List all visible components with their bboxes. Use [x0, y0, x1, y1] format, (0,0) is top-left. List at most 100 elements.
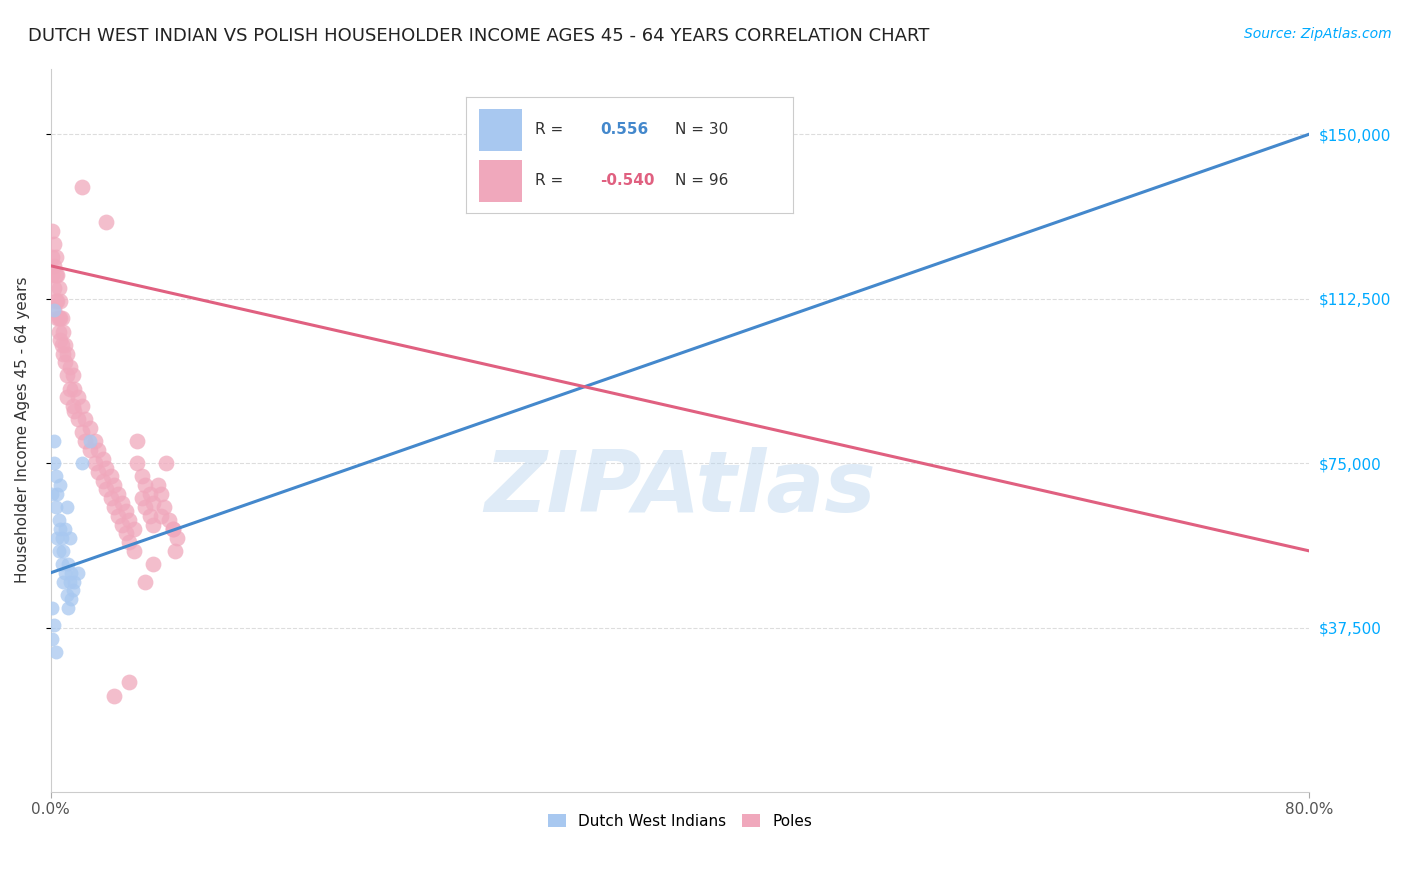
Point — [52, 544, 75, 558]
Point — [41, 224, 63, 238]
Point — [55, 500, 77, 514]
Point — [107, 508, 129, 523]
Point — [100, 491, 122, 506]
Point — [115, 504, 138, 518]
Point — [94, 483, 117, 497]
Point — [91, 451, 114, 466]
Point — [59, 574, 82, 589]
Point — [79, 434, 101, 449]
Point — [118, 675, 141, 690]
Point — [115, 526, 138, 541]
Point — [49, 311, 72, 326]
Point — [41, 632, 63, 646]
Point — [165, 544, 187, 558]
Point — [45, 469, 67, 483]
Point — [45, 250, 67, 264]
Point — [41, 268, 63, 282]
Point — [155, 456, 177, 470]
Point — [103, 478, 125, 492]
Point — [51, 337, 73, 351]
Point — [42, 302, 65, 317]
Point — [162, 522, 184, 536]
Point — [55, 390, 77, 404]
Point — [166, 531, 188, 545]
Point — [142, 495, 165, 509]
Point — [79, 442, 101, 457]
Point — [52, 325, 75, 339]
Point — [153, 500, 176, 514]
Point — [149, 508, 172, 523]
Point — [134, 500, 156, 514]
Point — [46, 293, 69, 308]
Point — [66, 566, 89, 580]
Point — [49, 293, 72, 308]
Point — [134, 574, 156, 589]
Point — [139, 508, 162, 523]
Point — [48, 325, 70, 339]
Point — [157, 513, 180, 527]
Point — [142, 517, 165, 532]
Point — [42, 281, 65, 295]
Point — [139, 487, 162, 501]
Point — [72, 399, 94, 413]
Point — [146, 478, 169, 492]
Point — [48, 513, 70, 527]
Point — [63, 574, 86, 589]
Point — [42, 456, 65, 470]
Point — [45, 268, 67, 282]
Point — [75, 434, 97, 449]
Point — [118, 535, 141, 549]
Point — [94, 460, 117, 475]
Point — [42, 259, 65, 273]
Point — [48, 544, 70, 558]
Point — [59, 531, 82, 545]
Point — [55, 368, 77, 383]
Point — [87, 465, 110, 479]
Point — [46, 268, 69, 282]
Point — [45, 500, 67, 514]
Point — [51, 557, 73, 571]
Point — [66, 412, 89, 426]
Point — [63, 403, 86, 417]
Point — [46, 311, 69, 326]
Point — [53, 566, 76, 580]
Point — [162, 522, 184, 536]
Point — [60, 592, 83, 607]
Point — [45, 645, 67, 659]
Point — [131, 491, 153, 506]
Text: DUTCH WEST INDIAN VS POLISH HOUSEHOLDER INCOME AGES 45 - 64 YEARS CORRELATION CH: DUTCH WEST INDIAN VS POLISH HOUSEHOLDER … — [28, 27, 929, 45]
Point — [72, 425, 94, 440]
Point — [59, 359, 82, 374]
Point — [48, 281, 70, 295]
Point — [142, 557, 165, 571]
Point — [100, 469, 122, 483]
Text: ZIPAtlas: ZIPAtlas — [484, 447, 876, 530]
Point — [94, 215, 117, 229]
Point — [122, 522, 145, 536]
Point — [122, 544, 145, 558]
Point — [41, 600, 63, 615]
Point — [118, 513, 141, 527]
Point — [134, 478, 156, 492]
Point — [131, 469, 153, 483]
Point — [62, 368, 84, 383]
Point — [79, 421, 101, 435]
Point — [42, 618, 65, 632]
Point — [66, 390, 89, 404]
Point — [59, 382, 82, 396]
Legend: Dutch West Indians, Poles: Dutch West Indians, Poles — [541, 807, 818, 835]
Point — [49, 522, 72, 536]
Point — [63, 382, 86, 396]
Text: Source: ZipAtlas.com: Source: ZipAtlas.com — [1244, 27, 1392, 41]
Point — [51, 531, 73, 545]
Point — [55, 588, 77, 602]
Point — [91, 474, 114, 488]
Point — [41, 487, 63, 501]
Point — [41, 250, 63, 264]
Point — [56, 557, 79, 571]
Point — [49, 334, 72, 348]
Point — [52, 346, 75, 360]
Y-axis label: Householder Income Ages 45 - 64 years: Householder Income Ages 45 - 64 years — [15, 277, 30, 583]
Point — [42, 236, 65, 251]
Point — [83, 434, 105, 449]
